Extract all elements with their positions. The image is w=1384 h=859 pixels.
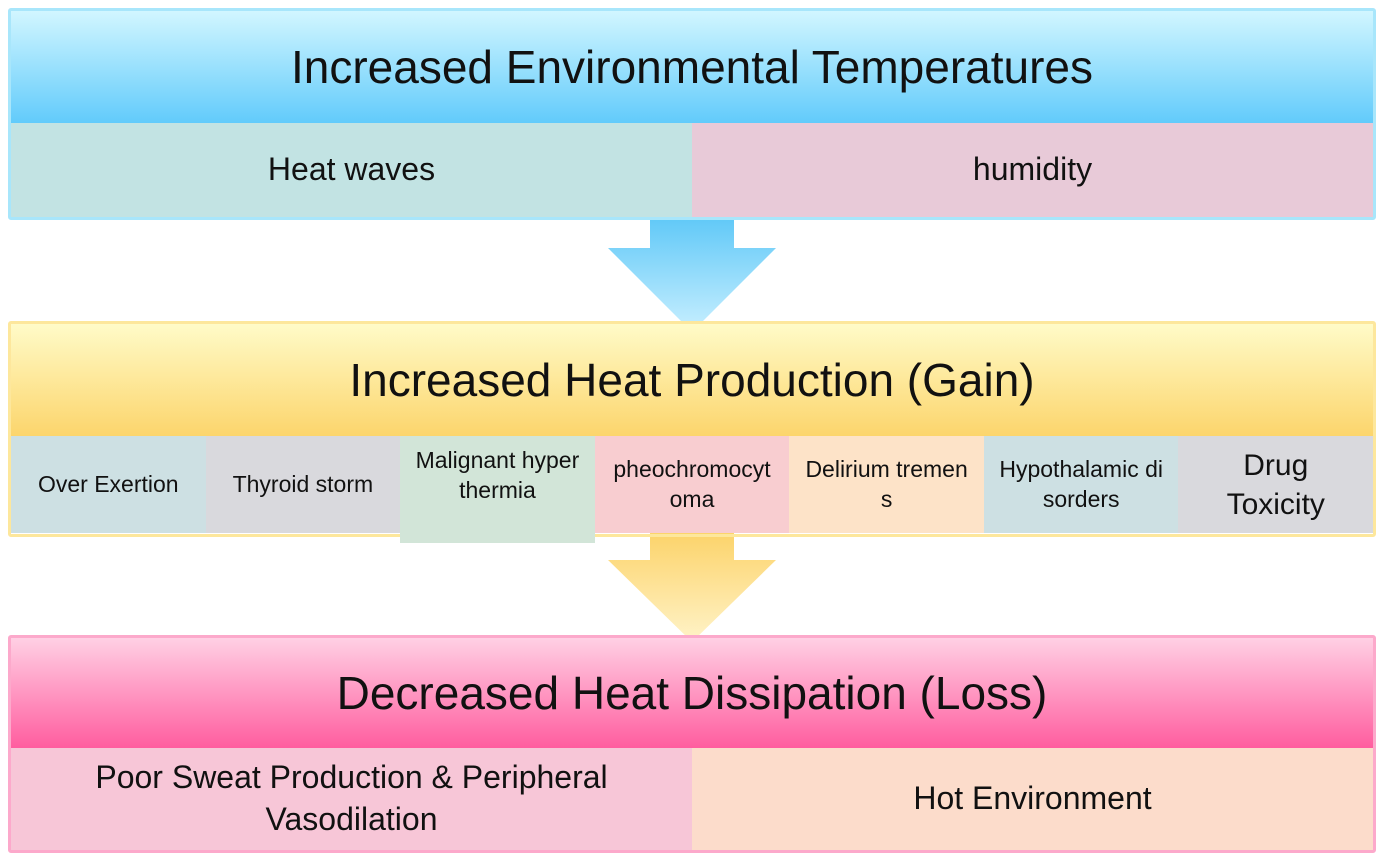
item: Drug Toxicity — [1178, 436, 1374, 533]
item: Poor Sweat Production & Peripheral Vasod… — [11, 748, 692, 850]
block-title: Decreased Heat Dissipation (Loss) — [11, 638, 1373, 748]
item: Hypothalamic disorders — [983, 436, 1179, 533]
item: Thyroid storm — [205, 436, 401, 533]
arrow-down — [608, 216, 776, 332]
item-row: Poor Sweat Production & Peripheral Vasod… — [11, 748, 1373, 850]
item-row: Heat waves humidity — [11, 123, 1373, 217]
item: Over Exertion — [11, 436, 206, 533]
block-title: Increased Environmental Temperatures — [11, 11, 1373, 123]
item: humidity — [692, 123, 1373, 217]
block: Increased Heat Production (Gain) Over Ex… — [8, 321, 1376, 543]
item-row: Over Exertion Thyroid storm Malignant hype… — [11, 436, 1374, 543]
item: Delirium tremens — [789, 436, 984, 533]
block: Increased Environmental Temperatures Hea… — [8, 8, 1376, 220]
item: Malignant hyperthermia — [400, 436, 595, 543]
item: Hot Environment — [692, 748, 1373, 850]
item: pheochromocytoma — [594, 436, 790, 533]
item: Heat waves — [11, 123, 692, 217]
block-title: Increased Heat Production (Gain) — [11, 324, 1373, 436]
block: Decreased Heat Dissipation (Loss) Poor S… — [8, 635, 1376, 853]
arrow-down — [608, 532, 776, 642]
